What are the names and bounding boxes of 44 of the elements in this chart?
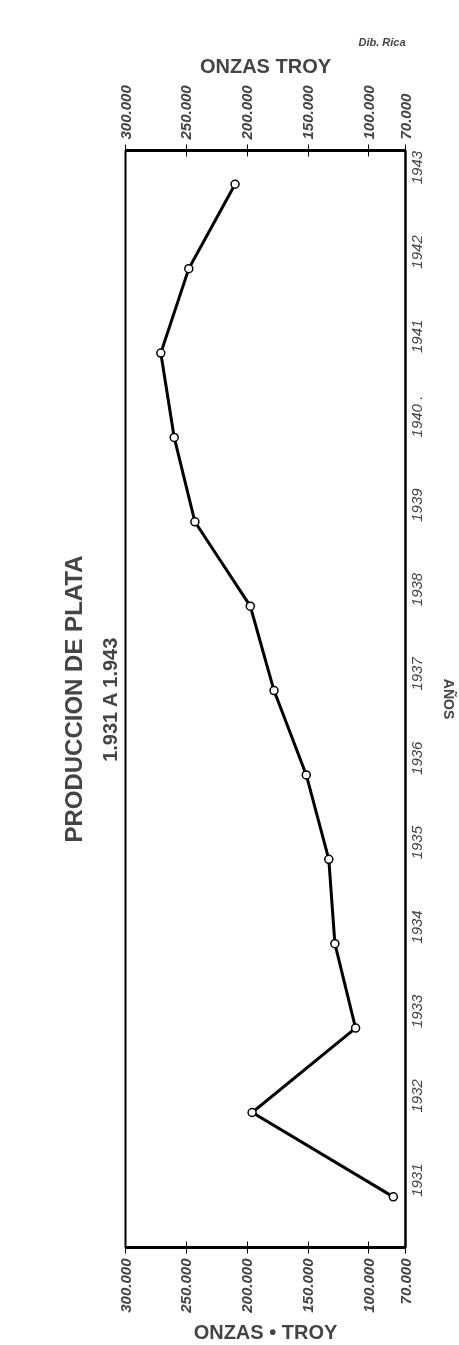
y-tick-label: 1932 [408,1078,425,1113]
y-tick-label: 1941 [408,319,425,354]
y-axis-title: AÑOS [440,678,458,720]
y-tick-label: 1935 [408,825,425,860]
point [184,263,194,274]
point [247,1107,257,1118]
point [156,348,166,358]
x2-tick-label: 300.000 [116,1257,134,1313]
y-tick-label: 1937 [408,656,425,691]
y-tick-label: 1934 [408,910,425,944]
point [350,1023,361,1033]
x-tick-label: 70.000 [396,92,414,140]
x2-tick-label: 200.000 [238,1257,256,1314]
x-axis-title: ONZAS TROY [199,55,332,78]
y-tick-label: 1943 [408,150,425,185]
x-tick-label: 300.000 [116,84,134,140]
point [245,601,256,611]
point [301,770,312,780]
text: Dib. Rica [358,35,406,48]
x2-tick-label: 150.000 [299,1257,317,1313]
x-tick-label: 250.000 [177,84,195,141]
y-tick-label: 1942 [408,234,425,269]
x-tick-label: 200.000 [238,84,256,141]
y-tick-label: 1933 [408,994,425,1029]
point [190,517,200,527]
y-tick-label: 1931 [408,1163,425,1197]
x2-axis-title: ONZAS • TROY [193,1320,338,1343]
y-tick-label: 1936 [408,740,425,775]
point [269,685,279,696]
y-tick-label: 1940 . [408,395,425,438]
y-tick-label: 1938 [408,572,425,607]
point [324,854,334,865]
x-tick-label: 100.000 [359,84,377,140]
point [169,432,179,443]
text: 1.931 A 1.943 [98,637,121,762]
x2-tick-label: 250.000 [177,1257,195,1314]
x2-tick-label: 100.000 [359,1257,377,1313]
point [230,179,240,189]
point [330,938,340,949]
x-tick-label: 150.000 [299,84,317,140]
point [388,1192,399,1202]
text: PRODUCCION DE PLATA [59,555,87,843]
x2-tick-label: 70.000 [396,1257,414,1305]
y-tick-label: 1939 [408,487,425,522]
